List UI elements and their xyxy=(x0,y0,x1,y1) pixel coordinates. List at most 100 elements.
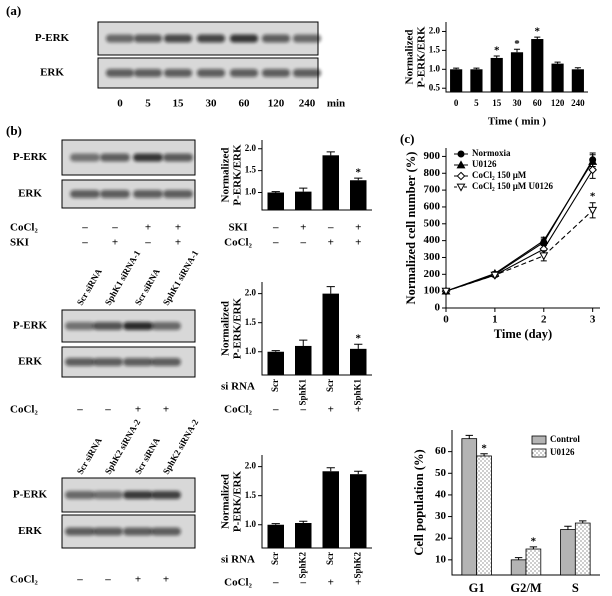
condition-value: + xyxy=(355,222,361,234)
x-tick-label: 240 xyxy=(571,98,585,108)
y-axis-label: Cell population (%) xyxy=(412,449,426,555)
condition-name: CoCl₂ xyxy=(10,222,38,234)
blot-band xyxy=(196,69,226,77)
y-tick-label: 900 xyxy=(424,150,441,162)
blot-band xyxy=(93,527,123,536)
blot-band xyxy=(133,190,163,198)
condition-value: + xyxy=(135,404,141,416)
lane-label: 240 xyxy=(299,98,316,110)
error-bar xyxy=(529,546,538,550)
error-bar xyxy=(465,434,473,439)
x-tick-label: S xyxy=(572,581,579,595)
error-bar xyxy=(554,61,561,64)
blot-band xyxy=(93,491,123,499)
blot-band xyxy=(93,358,123,366)
y-axis-label: Normalized xyxy=(404,30,416,85)
x-tick-label: 5 xyxy=(474,98,479,108)
condition-value: – xyxy=(272,577,279,589)
blot-band xyxy=(292,34,322,43)
blot-row-label: ERK xyxy=(18,525,42,537)
blot-band xyxy=(123,322,153,330)
x-tick-label: 3 xyxy=(590,314,596,326)
x-tick-label: SphK1 xyxy=(352,379,362,406)
bar xyxy=(350,180,367,210)
lane-unit: min xyxy=(327,98,345,110)
x-tick-label: Scr xyxy=(270,552,280,565)
bar xyxy=(571,69,584,92)
legend-label: Normoxia xyxy=(472,148,511,158)
blot-band xyxy=(65,322,95,330)
blot-band xyxy=(151,358,181,366)
blot-row-label: P-ERK xyxy=(35,32,70,44)
significance-star: * xyxy=(535,26,541,38)
panel-label: (c) xyxy=(400,131,414,146)
condition-name: CoCl₂ xyxy=(10,574,38,586)
y-axis-label: Normalized xyxy=(220,148,232,203)
y-tick-label: 700 xyxy=(424,184,441,196)
lane-label: 0 xyxy=(117,98,123,110)
bar xyxy=(322,155,339,210)
x-tick-label: 15 xyxy=(492,98,502,108)
bar xyxy=(510,559,527,576)
significance-star: * xyxy=(494,45,500,57)
condition-value: + xyxy=(175,237,181,249)
condition-value: + xyxy=(163,574,169,586)
x-tick-label: 1 xyxy=(492,314,498,326)
blot-band xyxy=(261,34,291,43)
condition-value: – xyxy=(272,404,279,416)
x-tick-label: Scr xyxy=(325,379,335,392)
blot-band xyxy=(105,69,135,77)
condition-value: + xyxy=(112,237,118,249)
y-axis-label: Normalized cell number (%) xyxy=(404,152,418,305)
blot-band xyxy=(229,69,259,77)
bar xyxy=(267,192,284,210)
significance-star: * xyxy=(590,190,596,202)
blot-band xyxy=(292,69,322,77)
legend-label: CoCl₂ 150 μM xyxy=(472,170,527,180)
legend-label: U0126 xyxy=(550,447,575,457)
blot-band xyxy=(123,358,153,366)
blot-row-label: P-ERK xyxy=(13,320,48,332)
blot-band xyxy=(133,153,163,162)
y-tick-label: 1.5 xyxy=(245,165,257,175)
blot-band xyxy=(163,190,193,198)
condition-value: – xyxy=(144,237,151,249)
error-bar xyxy=(299,339,308,346)
y-axis-label: Normalized xyxy=(220,474,232,529)
y-tick-label: 300 xyxy=(424,251,441,263)
condition-value: – xyxy=(104,574,111,586)
y-axis-label: P-ERK/ERK xyxy=(232,471,244,533)
x-tick-label: 0 xyxy=(454,98,459,108)
bar xyxy=(461,438,478,576)
panel-label: (b) xyxy=(6,123,22,138)
marker xyxy=(441,287,451,296)
bar xyxy=(574,522,591,576)
condition-value: + xyxy=(300,222,306,234)
bar xyxy=(470,69,483,92)
panel-label: (a) xyxy=(6,3,21,18)
y-tick-label: 1.5 xyxy=(245,317,257,327)
x-tick-label: 2 xyxy=(541,314,547,326)
axis-line xyxy=(451,430,600,576)
error-bar xyxy=(534,36,541,40)
blot-band xyxy=(229,34,259,43)
y-tick-label: 50 xyxy=(435,467,447,479)
condition-name: CoCl₂ xyxy=(224,577,252,589)
error-bar xyxy=(271,523,280,525)
significance-star: * xyxy=(481,442,487,454)
condition-value: + xyxy=(355,404,361,416)
legend-marker xyxy=(456,160,466,169)
bar xyxy=(350,348,367,375)
y-tick-label: 20 xyxy=(435,532,447,544)
error-bar xyxy=(564,525,572,530)
condition-name: CoCl₂ xyxy=(10,404,38,416)
series-line xyxy=(445,209,594,292)
y-tick-label: 1.0 xyxy=(245,187,257,197)
y-tick-label: 100 xyxy=(424,285,441,297)
blot-band xyxy=(65,358,95,366)
y-tick-label: 1.0 xyxy=(245,346,257,356)
bar xyxy=(322,471,339,548)
bar xyxy=(531,39,544,92)
lane-label: Scr siRNA xyxy=(133,435,162,476)
